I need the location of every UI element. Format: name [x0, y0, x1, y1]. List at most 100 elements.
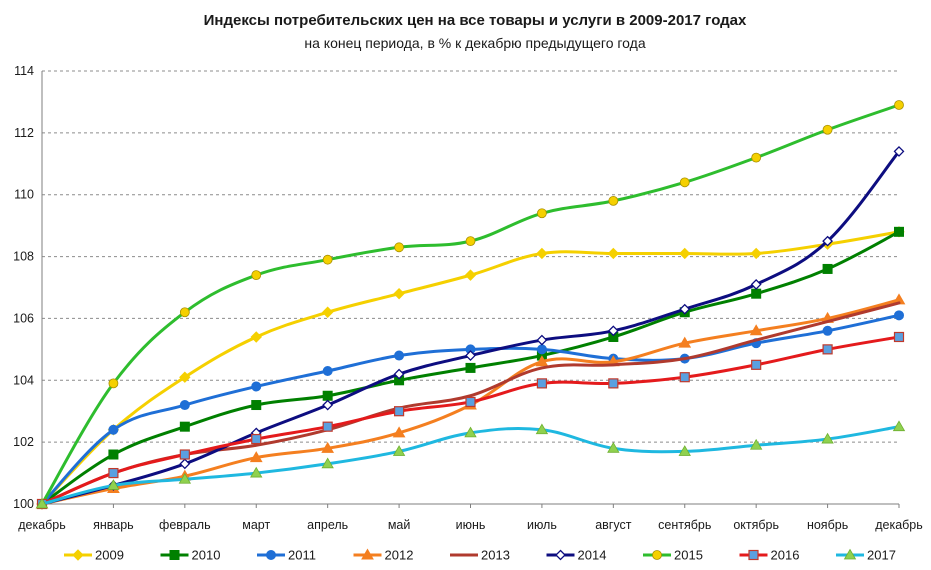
data-point	[251, 270, 262, 281]
data-point	[894, 100, 904, 110]
axes	[41, 71, 900, 508]
data-point	[322, 254, 333, 265]
data-point	[394, 242, 404, 253]
data-point	[894, 226, 904, 237]
data-point	[393, 368, 405, 380]
data-point	[251, 433, 262, 445]
data-point	[536, 344, 547, 355]
series-line-2011	[40, 313, 901, 506]
data-point	[322, 421, 333, 432]
data-point	[322, 390, 333, 401]
data-point	[321, 441, 335, 453]
legend-item-2009: 2009	[64, 548, 124, 563]
data-point	[893, 145, 905, 157]
data-point	[608, 378, 619, 389]
legend-label: 2016	[771, 548, 800, 563]
x-tick-label: август	[595, 518, 632, 532]
y-tick-label: 102	[13, 435, 34, 449]
x-tick-label: июнь	[456, 518, 486, 532]
legend-label: 2014	[578, 548, 607, 563]
legend-item-2013: 2013	[450, 548, 510, 563]
data-point	[251, 381, 262, 392]
legend-label: 2013	[481, 548, 510, 563]
data-point	[892, 420, 906, 432]
legend-item-2010: 2010	[160, 548, 220, 563]
data-point	[607, 442, 620, 453]
data-point	[822, 263, 833, 274]
data-point	[179, 458, 191, 470]
legend-item-2017: 2017	[836, 548, 896, 563]
y-tick-label: 106	[13, 311, 34, 325]
data-point	[750, 278, 762, 290]
data-point	[822, 344, 833, 355]
data-point	[108, 449, 119, 460]
x-tick-labels: декабрь январь февраль март апрель май июнь июл…	[18, 518, 923, 532]
data-point	[179, 421, 190, 432]
data-point	[751, 288, 762, 299]
data-point	[464, 269, 477, 281]
legend-item-2011: 2011	[257, 548, 316, 563]
x-tick-label: март	[242, 518, 270, 532]
data-point	[678, 445, 691, 456]
legend-marker	[361, 548, 374, 560]
data-point	[249, 451, 263, 463]
data-point	[465, 396, 476, 408]
y-tick-label: 104	[13, 373, 34, 387]
x-tick-label: июль	[527, 518, 557, 532]
series-2017	[35, 420, 906, 509]
legend-marker	[169, 550, 180, 560]
data-point	[607, 325, 619, 337]
data-point	[179, 400, 190, 411]
x-tick-label: декабрь	[875, 518, 923, 532]
legend-label: 2012	[385, 548, 414, 563]
data-point	[465, 350, 476, 361]
y-tick-label: 100	[13, 497, 34, 511]
series-2015	[37, 100, 904, 509]
data-point	[679, 247, 691, 260]
x-tick-label: сентябрь	[658, 518, 711, 532]
data-point	[108, 467, 119, 479]
x-tick-label: декабрь	[18, 518, 66, 532]
data-point	[465, 362, 476, 373]
data-point	[35, 497, 49, 509]
data-point	[393, 287, 405, 300]
y-tick-label: 112	[14, 126, 34, 140]
data-point	[607, 247, 620, 260]
data-point	[108, 424, 119, 435]
data-point	[751, 359, 762, 370]
chart-title: Индексы потребительских цен на все товар…	[204, 12, 747, 29]
data-point	[821, 432, 834, 444]
legend-item-2012: 2012	[353, 548, 414, 563]
legend-marker	[72, 549, 84, 561]
series-layer	[35, 100, 906, 510]
data-point	[465, 236, 476, 247]
data-point	[822, 124, 833, 135]
data-point	[679, 372, 690, 383]
data-point	[392, 445, 406, 456]
series-2016	[36, 331, 905, 510]
data-point	[179, 371, 191, 383]
series-line-2017	[40, 425, 901, 506]
legend-label: 2015	[674, 548, 703, 563]
data-point	[321, 457, 334, 469]
x-tick-label: февраль	[159, 518, 211, 532]
x-tick-label: октябрь	[733, 518, 779, 532]
x-tick-label: январь	[93, 518, 134, 532]
data-point	[893, 331, 905, 343]
data-point	[394, 350, 405, 361]
data-point	[393, 406, 405, 417]
data-point	[179, 449, 190, 460]
data-point	[894, 310, 904, 321]
legend-marker	[555, 549, 566, 561]
data-point	[536, 378, 548, 389]
legend-marker	[652, 550, 662, 560]
data-point	[322, 366, 333, 377]
legend-label: 2011	[288, 548, 316, 563]
y-tick-label: 114	[14, 64, 34, 78]
legend: 2009 2010 2011 2012 2013 2014 2015 2016 2017	[64, 548, 896, 563]
x-tick-label: май	[388, 518, 411, 532]
data-point	[535, 355, 549, 367]
y-tick-label: 110	[14, 188, 34, 202]
y-tick-label: 108	[13, 250, 34, 264]
